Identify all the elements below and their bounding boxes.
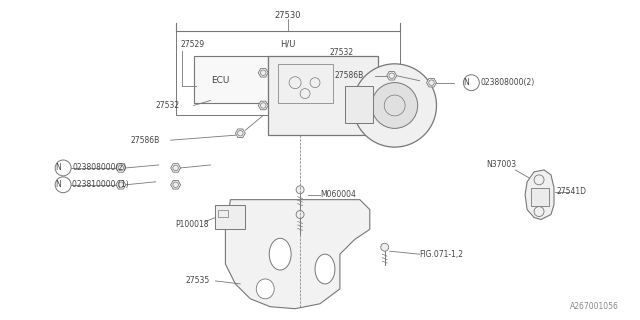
- Polygon shape: [259, 68, 268, 77]
- Text: N: N: [55, 164, 61, 172]
- Bar: [175, 31, 399, 116]
- Bar: [216, 204, 245, 229]
- Circle shape: [381, 243, 388, 251]
- Text: 023808000(2): 023808000(2): [480, 78, 534, 87]
- Text: 27529: 27529: [180, 39, 205, 49]
- Bar: [278, 64, 333, 103]
- Bar: [193, 56, 268, 103]
- Circle shape: [296, 186, 304, 194]
- Text: 27532: 27532: [156, 101, 180, 110]
- Polygon shape: [171, 180, 180, 189]
- Text: A267001056: A267001056: [570, 302, 619, 311]
- Polygon shape: [426, 78, 436, 87]
- Text: M060004: M060004: [320, 190, 356, 199]
- Polygon shape: [225, 200, 370, 309]
- Polygon shape: [171, 164, 180, 172]
- Text: N37003: N37003: [486, 160, 516, 170]
- Text: 023810000 (1): 023810000 (1): [72, 180, 129, 189]
- Ellipse shape: [256, 279, 274, 299]
- Text: ECU: ECU: [211, 76, 230, 85]
- Text: N: N: [55, 180, 61, 189]
- Polygon shape: [116, 164, 126, 172]
- Circle shape: [296, 211, 304, 219]
- Text: FIG.071-1,2: FIG.071-1,2: [420, 250, 463, 259]
- Polygon shape: [387, 71, 397, 80]
- Polygon shape: [236, 129, 245, 138]
- Circle shape: [372, 83, 418, 128]
- Text: 27532: 27532: [330, 48, 354, 57]
- Ellipse shape: [315, 254, 335, 284]
- Polygon shape: [116, 180, 126, 189]
- Text: 27586B: 27586B: [335, 71, 364, 80]
- Text: 27535: 27535: [186, 276, 210, 285]
- Text: 27586B: 27586B: [131, 136, 160, 145]
- Text: P100018: P100018: [175, 220, 209, 229]
- Polygon shape: [259, 101, 268, 110]
- Bar: [531, 188, 549, 206]
- Bar: [345, 86, 372, 123]
- Text: 27541D: 27541D: [557, 187, 587, 196]
- Polygon shape: [525, 170, 554, 220]
- Text: H/U: H/U: [280, 39, 296, 49]
- Bar: [268, 56, 378, 135]
- Ellipse shape: [269, 238, 291, 270]
- Circle shape: [353, 64, 436, 147]
- Text: 023808000(2): 023808000(2): [72, 164, 126, 172]
- Text: N: N: [463, 78, 469, 87]
- Bar: [218, 210, 228, 218]
- Text: 27530: 27530: [275, 11, 301, 20]
